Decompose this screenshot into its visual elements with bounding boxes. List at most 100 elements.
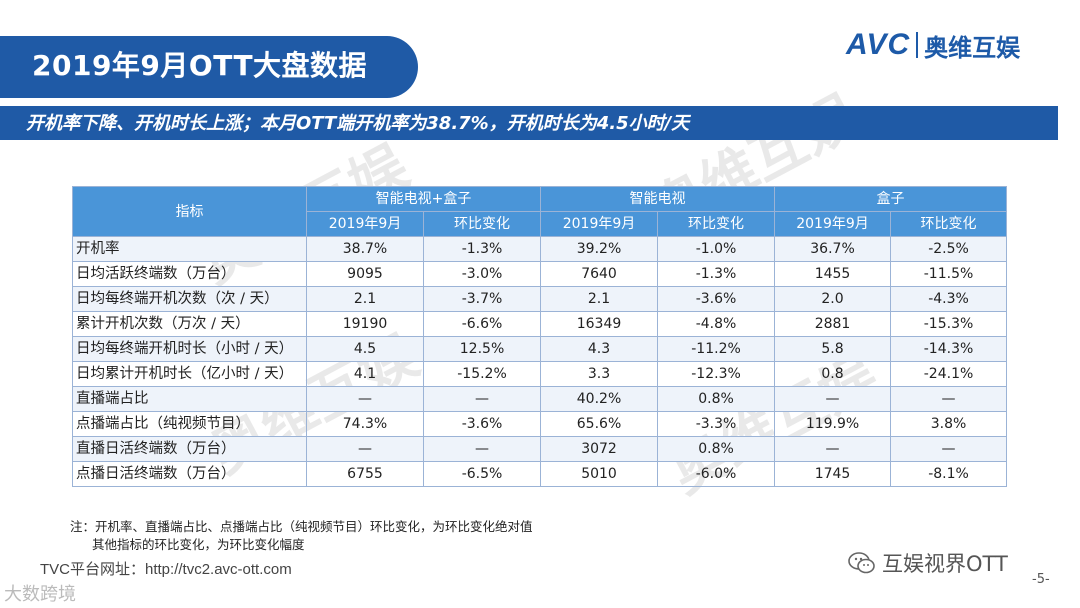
change-cell: -2.5% (890, 236, 1008, 262)
header-change: 环比变化 (422, 211, 542, 237)
value-cell: 5.8 (774, 336, 892, 362)
header-month: 2019年9月 (540, 211, 659, 237)
value-cell: 36.7% (774, 236, 892, 262)
change-cell: -11.2% (657, 336, 776, 362)
row-label: 日均每终端开机时长（小时 / 天） (72, 336, 307, 362)
header-group: 盒子 (774, 186, 1008, 212)
value-cell: 119.9% (774, 411, 892, 437)
row-label: 直播端占比 (72, 386, 307, 412)
page-title: 2019年9月OTT大盘数据 (32, 49, 368, 82)
header-month: 2019年9月 (306, 211, 424, 237)
change-cell: -8.1% (890, 461, 1008, 487)
value-cell: 2.1 (540, 286, 659, 312)
value-cell: 74.3% (306, 411, 424, 437)
value-cell: — (306, 436, 424, 462)
footnote: 注：开机率、直播端占比、点播端占比（纯视频节目）环比变化，为环比变化绝对值 (70, 519, 533, 534)
logo-cn-name: 奥维互娱 (924, 33, 1021, 62)
row-label: 开机率 (72, 236, 307, 262)
wechat-account: 互娱视界OTT (848, 548, 1008, 578)
table-row: 直播日活终端数（万台） — —3072 0.8% — — (72, 436, 1008, 462)
value-cell: 3072 (540, 436, 659, 462)
subtitle-bar (0, 106, 1058, 140)
value-cell: — (306, 386, 424, 412)
value-cell: 5010 (540, 461, 659, 487)
value-cell: 16349 (540, 311, 659, 337)
page-number: -5- (1032, 572, 1050, 587)
change-cell: — (890, 436, 1008, 462)
tvc-url-link[interactable]: TVC平台网址：http://tvc2.avc-ott.com (40, 561, 292, 578)
header-month: 2019年9月 (774, 211, 892, 237)
subtitle: 开机率下降、开机时长上涨；本月OTT端开机率为38.7%，开机时长为4.5小时/… (26, 113, 690, 134)
value-cell: 6755 (306, 461, 424, 487)
row-label: 累计开机次数（万次 / 天） (72, 311, 307, 337)
value-cell: 0.8 (774, 361, 892, 387)
table-row: 日均每终端开机时长（小时 / 天） 4.5 12.5% 4.3 -11.2% 5.8 -14… (72, 336, 1008, 362)
change-cell: -15.2% (422, 361, 542, 387)
change-cell: -6.0% (657, 461, 776, 487)
table-row: 日均每终端开机次数（次 / 天） 2.1 -3.7% 2.1 -3.6% 2.0 -4.3% (72, 286, 1008, 312)
change-cell: -3.7% (422, 286, 542, 312)
value-cell: 9095 (306, 261, 424, 287)
table-row: 日均活跃终端数（万台） 9095 -3.0% 7640 -1.3% 1455 -11.5% (72, 261, 1008, 287)
row-label: 点播日活终端数（万台） (72, 461, 307, 487)
header-indicator: 指标 (72, 186, 307, 237)
table-row: 开机率 38.7% -1.3% 39.2% -1.0% 36.7% -2.5% (72, 236, 1008, 262)
header-group: 智能电视+盒子 (305, 186, 542, 212)
row-label: 直播日活终端数（万台） (72, 436, 307, 462)
value-cell: 38.7% (306, 236, 424, 262)
value-cell: 4.5 (306, 336, 424, 362)
header-group: 智能电视 (540, 186, 776, 212)
change-cell: -4.8% (657, 311, 776, 337)
change-cell: -4.3% (890, 286, 1008, 312)
change-cell: -6.5% (422, 461, 542, 487)
change-cell: -3.0% (422, 261, 542, 287)
change-cell: -6.6% (422, 311, 542, 337)
change-cell: -3.6% (657, 286, 776, 312)
row-label: 日均每终端开机次数（次 / 天） (72, 286, 307, 312)
table-row: 点播端占比（纯视频节目） 74.3% -3.6% 65.6% -3.3% 119.9% 3.… (72, 411, 1008, 437)
value-cell: 2881 (774, 311, 892, 337)
value-cell: 4.3 (540, 336, 659, 362)
wechat-name: 互娱视界OTT (882, 552, 1008, 576)
change-cell: -15.3% (890, 311, 1008, 337)
table-row: 累计开机次数（万次 / 天） 19190 -6.6% 16349 -4.8% 2881 -1… (72, 311, 1008, 337)
row-label: 点播端占比（纯视频节目） (72, 411, 307, 437)
change-cell: -3.6% (422, 411, 542, 437)
change-cell: -1.3% (422, 236, 542, 262)
corner-watermark: 大数跨境 (4, 584, 76, 605)
value-cell: 1455 (774, 261, 892, 287)
wechat-icon (848, 552, 875, 574)
change-cell: -14.3% (890, 336, 1008, 362)
value-cell: 7640 (540, 261, 659, 287)
value-cell: 1745 (774, 461, 892, 487)
change-cell: -12.3% (657, 361, 776, 387)
change-cell: -11.5% (890, 261, 1008, 287)
title-banner (0, 36, 418, 98)
value-cell: 2.1 (306, 286, 424, 312)
value-cell: 3.3 (540, 361, 659, 387)
change-cell: — (890, 386, 1008, 412)
change-cell: 3.8% (890, 411, 1008, 437)
change-cell: 0.8% (657, 386, 776, 412)
value-cell: 39.2% (540, 236, 659, 262)
ott-data-table: 指标 智能电视+盒子 智能电视 盒子 2019年9月 环比变化 2019年9月 … (72, 186, 1008, 487)
avc-logo: AVC 奥维互娱 (846, 28, 1020, 62)
value-cell: — (774, 436, 892, 462)
change-cell: — (422, 436, 542, 462)
value-cell: 2.0 (774, 286, 892, 312)
value-cell: 4.1 (306, 361, 424, 387)
value-cell: 19190 (306, 311, 424, 337)
change-cell: 0.8% (657, 436, 776, 462)
table-row: 直播端占比 — —40.2% 0.8% — — (72, 386, 1008, 412)
footnote-continued: 其他指标的环比变化，为环比变化幅度 (92, 537, 305, 552)
row-label: 日均活跃终端数（万台） (72, 261, 307, 287)
change-cell: -3.3% (657, 411, 776, 437)
row-label: 日均累计开机时长（亿小时 / 天） (72, 361, 307, 387)
value-cell: — (774, 386, 892, 412)
logo-divider (916, 32, 919, 58)
change-cell: -1.3% (657, 261, 776, 287)
header-change: 环比变化 (890, 211, 1008, 237)
table-row: 日均累计开机时长（亿小时 / 天） 4.1 -15.2% 3.3 -12.3% 0.8 -2… (72, 361, 1008, 387)
header-change: 环比变化 (657, 211, 776, 237)
change-cell: — (422, 386, 542, 412)
